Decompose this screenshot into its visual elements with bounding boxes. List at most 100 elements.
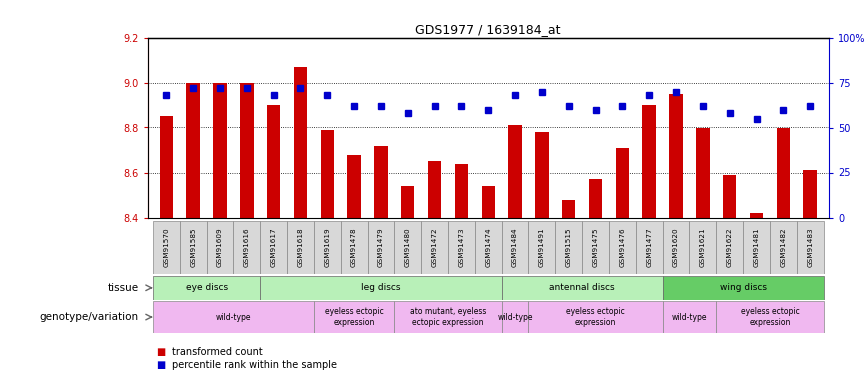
Bar: [723, 175, 736, 217]
Text: GSM91483: GSM91483: [807, 228, 813, 267]
Text: GSM91477: GSM91477: [646, 228, 652, 267]
Text: GSM91484: GSM91484: [512, 228, 518, 267]
Bar: [421, 221, 448, 274]
Text: eye discs: eye discs: [186, 284, 227, 292]
Text: GSM91474: GSM91474: [485, 228, 491, 267]
Bar: [589, 179, 602, 218]
Text: GSM91616: GSM91616: [244, 228, 250, 267]
Text: GSM91479: GSM91479: [378, 228, 384, 267]
Bar: [669, 94, 683, 218]
Bar: [314, 221, 341, 274]
Bar: [160, 116, 173, 218]
Bar: [662, 276, 824, 300]
Bar: [153, 301, 314, 333]
Text: percentile rank within the sample: percentile rank within the sample: [172, 360, 337, 370]
Bar: [320, 130, 334, 218]
Bar: [153, 276, 260, 300]
Text: genotype/variation: genotype/variation: [40, 312, 139, 322]
Text: GSM91481: GSM91481: [753, 228, 760, 267]
Bar: [341, 221, 367, 274]
Bar: [502, 301, 529, 333]
Text: tissue: tissue: [108, 283, 139, 293]
Text: GSM91622: GSM91622: [727, 228, 733, 267]
Text: GSM91570: GSM91570: [163, 228, 169, 267]
Bar: [642, 105, 656, 218]
Text: GSM91619: GSM91619: [325, 228, 331, 267]
Text: GSM91515: GSM91515: [566, 228, 572, 267]
Bar: [475, 221, 502, 274]
Bar: [582, 221, 609, 274]
Bar: [804, 170, 817, 217]
Text: GSM91480: GSM91480: [404, 228, 411, 267]
Bar: [716, 301, 824, 333]
Text: eyeless ectopic
expression: eyeless ectopic expression: [325, 308, 384, 327]
Bar: [689, 221, 716, 274]
Bar: [401, 186, 415, 218]
Text: ■: ■: [156, 360, 166, 370]
Text: wild-type: wild-type: [215, 313, 251, 322]
Bar: [716, 221, 743, 274]
Text: GSM91620: GSM91620: [673, 228, 679, 267]
Bar: [696, 128, 709, 218]
Bar: [260, 221, 287, 274]
Text: eyeless ectopic
expression: eyeless ectopic expression: [740, 308, 799, 327]
Text: GSM91472: GSM91472: [431, 228, 437, 267]
Bar: [448, 221, 475, 274]
Bar: [287, 221, 314, 274]
Text: GSM91475: GSM91475: [593, 228, 599, 267]
Bar: [428, 161, 441, 218]
Bar: [750, 213, 763, 217]
Bar: [502, 276, 662, 300]
Text: antennal discs: antennal discs: [549, 284, 615, 292]
Bar: [260, 276, 502, 300]
Text: GSM91621: GSM91621: [700, 228, 706, 267]
Bar: [267, 105, 280, 218]
Bar: [394, 221, 421, 274]
Bar: [502, 221, 529, 274]
Text: wild-type: wild-type: [672, 313, 707, 322]
Bar: [207, 221, 233, 274]
Text: transformed count: transformed count: [172, 347, 263, 357]
Bar: [509, 125, 522, 218]
Text: GSM91478: GSM91478: [352, 228, 357, 267]
Bar: [777, 128, 790, 218]
Bar: [797, 221, 824, 274]
Bar: [529, 221, 556, 274]
Bar: [609, 221, 635, 274]
Text: GSM91491: GSM91491: [539, 228, 545, 267]
Text: GSM91617: GSM91617: [271, 228, 277, 267]
Bar: [347, 154, 361, 218]
Bar: [635, 221, 662, 274]
Text: ato mutant, eyeless
ectopic expression: ato mutant, eyeless ectopic expression: [410, 308, 486, 327]
Bar: [394, 301, 502, 333]
Bar: [536, 132, 549, 218]
Bar: [293, 67, 307, 218]
Bar: [662, 301, 716, 333]
Text: GSM91618: GSM91618: [298, 228, 304, 267]
Text: ■: ■: [156, 347, 166, 357]
Bar: [187, 82, 200, 218]
Bar: [482, 186, 495, 218]
Bar: [662, 221, 689, 274]
Bar: [180, 221, 207, 274]
Bar: [562, 200, 575, 217]
Bar: [556, 221, 582, 274]
Text: GSM91482: GSM91482: [780, 228, 786, 267]
Text: eyeless ectopic
expression: eyeless ectopic expression: [566, 308, 625, 327]
Text: leg discs: leg discs: [361, 284, 401, 292]
Text: GSM91585: GSM91585: [190, 228, 196, 267]
Bar: [374, 146, 388, 218]
Text: GSM91473: GSM91473: [458, 228, 464, 267]
Bar: [529, 301, 662, 333]
Title: GDS1977 / 1639184_at: GDS1977 / 1639184_at: [416, 23, 561, 36]
Text: wing discs: wing discs: [720, 284, 766, 292]
Text: GSM91476: GSM91476: [620, 228, 625, 267]
Text: wild-type: wild-type: [497, 313, 533, 322]
Text: GSM91609: GSM91609: [217, 228, 223, 267]
Bar: [615, 148, 629, 217]
Bar: [314, 301, 394, 333]
Bar: [240, 82, 253, 218]
Bar: [367, 221, 394, 274]
Bar: [233, 221, 260, 274]
Bar: [743, 221, 770, 274]
